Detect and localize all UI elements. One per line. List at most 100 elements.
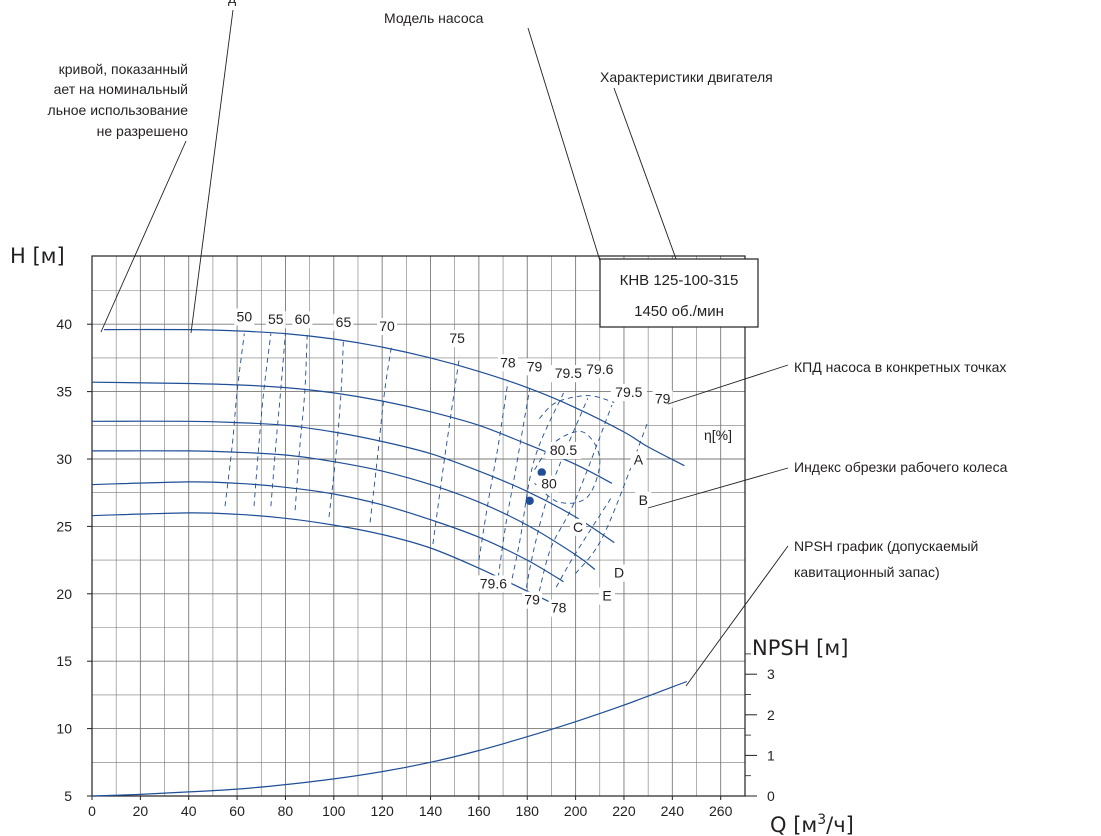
efficiency-label: 65	[336, 314, 352, 330]
leader-line	[100, 140, 187, 333]
efficiency-contour	[432, 356, 460, 544]
head-curve-a	[104, 328, 685, 467]
y-tick-label: 5	[64, 788, 72, 804]
y-tick-label: 40	[56, 316, 72, 332]
efficiency-label-bg	[475, 575, 512, 593]
head-curve-d	[91, 450, 596, 570]
leader-line	[647, 467, 789, 509]
curve-label: E	[602, 588, 611, 604]
efficiency-label-bg	[265, 311, 286, 329]
efficiency-label: 79.6	[480, 575, 507, 591]
x-tick-label: 180	[516, 803, 540, 819]
x-tick-label: 120	[370, 803, 394, 819]
pump-info-box	[599, 258, 759, 328]
curve-label-bg	[630, 451, 647, 469]
head-curve-e	[91, 481, 564, 583]
x-tick-label: 60	[229, 803, 245, 819]
annotation-npsh-line2: кавитационный запас)	[794, 564, 940, 580]
y-tick-label: 35	[56, 384, 72, 400]
efficiency-contours	[224, 333, 649, 597]
head-curves	[91, 328, 688, 797]
x-tick-label: 260	[709, 803, 733, 819]
efficiency-contour	[224, 333, 245, 507]
leader-line	[667, 364, 789, 405]
efficiency-label: 70	[379, 318, 395, 334]
curve-label-bg	[611, 564, 628, 582]
efficiency-contour	[538, 404, 613, 592]
pump-speed-value: 1450 об./мин	[634, 303, 724, 320]
efficiency-label-bg	[447, 330, 468, 348]
y-tick-label: 15	[56, 653, 72, 669]
annotation-efficiency-points: КПД насоса в конкретных точках	[794, 359, 1006, 375]
npsh-tick-label: 1	[767, 747, 775, 763]
efficiency-contour	[253, 333, 272, 507]
efficiency-label: 80	[541, 476, 557, 492]
efficiency-contour	[294, 334, 308, 511]
annotation-leaders	[100, 9, 789, 687]
x-tick-label: 20	[133, 803, 149, 819]
annotation-top-partial: д	[228, 0, 236, 6]
curve-label-bg	[599, 587, 616, 605]
x-tick-label: 100	[322, 803, 346, 819]
head-curve-b	[91, 381, 613, 484]
efficiency-label-bg	[548, 599, 569, 617]
efficiency-contour	[524, 398, 589, 597]
leader-line	[190, 9, 234, 334]
curve-label: A	[634, 451, 644, 467]
annotation-pump-model: Модель насоса	[384, 10, 484, 26]
x-tick-label: 200	[564, 803, 588, 819]
efficiency-label-bg	[522, 591, 543, 609]
efficiency-contour	[478, 382, 509, 561]
curve-label-bg	[635, 491, 652, 509]
x-tick-label: 160	[467, 803, 491, 819]
efficiency-label: 79.5	[555, 365, 582, 381]
efficiency-label-bg	[539, 475, 560, 493]
efficiency-contour	[575, 421, 649, 574]
efficiency-contour	[555, 496, 613, 588]
efficiency-contour	[270, 333, 286, 507]
efficiency-label-bg	[545, 441, 582, 459]
x-axis-title: Q [м3/ч]	[770, 812, 854, 836]
annotation-impeller-index: Индекс обрезки рабочего колеса	[794, 459, 1008, 475]
efficiency-contour	[369, 344, 393, 523]
curve-label-bg	[570, 518, 587, 536]
y-tick-label: 25	[56, 518, 72, 534]
annotation-npsh-line1: NPSH график (допускаемый	[794, 538, 978, 554]
eta-label: η[%]	[704, 427, 732, 443]
x-tick-label: 240	[661, 803, 685, 819]
npsh-curve	[91, 680, 688, 797]
efficiency-contour	[328, 337, 344, 518]
leader-line	[685, 545, 789, 687]
curve-label: B	[639, 492, 648, 508]
efficiency-label: 78	[500, 354, 516, 370]
x-tick-label: 0	[88, 803, 96, 819]
y-axis-title: H [м]	[10, 244, 65, 268]
x-tick-label: 220	[612, 803, 636, 819]
npsh-axis-title: NPSH [м]	[752, 636, 848, 660]
efficiency-point	[525, 496, 534, 505]
pump-model-value: КНВ 125-100-315	[620, 272, 739, 289]
efficiency-label: 60	[295, 311, 311, 327]
efficiency-label-bg	[581, 361, 618, 379]
efficiency-label: 79.5	[615, 384, 642, 400]
efficiency-label: 79.6	[586, 361, 613, 377]
npsh-tick-label: 3	[767, 666, 775, 682]
y-tick-label: 30	[56, 451, 72, 467]
efficiency-label-bg	[524, 358, 545, 376]
efficiency-label-bg	[333, 313, 354, 331]
efficiency-label: 79	[524, 592, 540, 608]
efficiency-label-bg	[292, 311, 313, 329]
x-tick-label: 40	[181, 803, 197, 819]
y-tick-label: 10	[56, 721, 72, 737]
curve-label: D	[614, 565, 624, 581]
npsh-tick-label: 0	[767, 788, 775, 804]
efficiency-label-bg	[610, 383, 647, 401]
annotation-warning-line1: кривой, показанный	[59, 61, 188, 77]
efficiency-label-bg	[497, 354, 518, 372]
annotation-warning-line3: льное использование	[48, 102, 189, 118]
efficiency-label: 55	[268, 311, 284, 327]
annotation-warning-line2: ает на номинальный	[54, 81, 188, 97]
y-tick-label: 20	[56, 586, 72, 602]
